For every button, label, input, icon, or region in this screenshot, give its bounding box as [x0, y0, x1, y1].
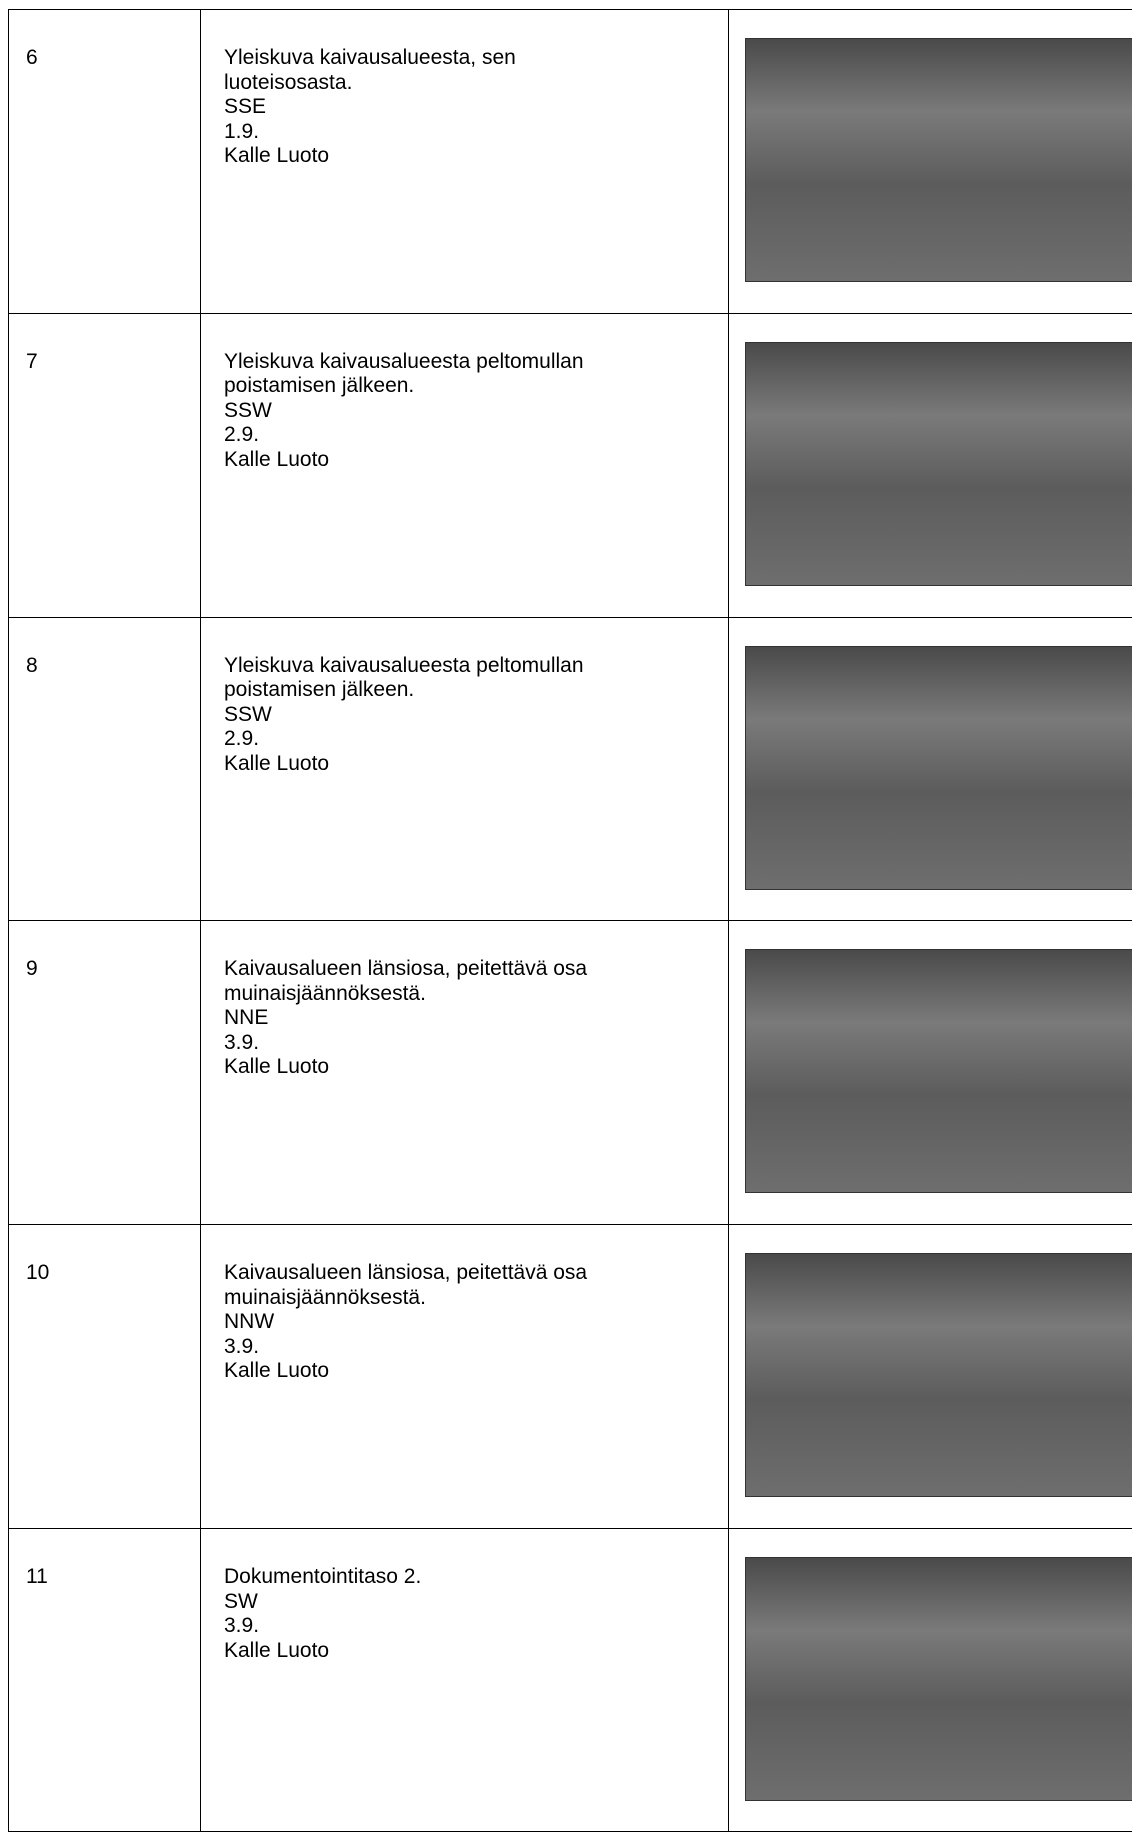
description-line: Yleiskuva kaivausalueesta peltomullan — [224, 653, 584, 677]
description-line: Dokumentointitaso 2. — [224, 1565, 422, 1588]
description-line: SSW — [224, 702, 272, 726]
photo-number: 6 — [8, 10, 201, 313]
photo-cell — [728, 921, 1132, 1225]
description-line: Kaivausalueen länsiosa, peitettävä osa — [224, 1261, 588, 1285]
description-line: Kaivausalueen länsiosa, peitettävä osa — [224, 957, 588, 981]
description-line: 3.9. — [224, 1030, 260, 1054]
description-line: Kalle Luoto — [224, 144, 330, 167]
photo-description: Yleiskuva kaivausalueesta peltomullan poi… — [200, 313, 728, 617]
description-line: muinaisjäännöksestä. — [224, 981, 426, 1005]
description-line: NNW — [224, 1310, 275, 1334]
photo-table: 6 Yleiskuva kaivausalueesta, sen luoteisos… — [8, 9, 1132, 1832]
photo-cell — [728, 10, 1132, 313]
photo — [745, 645, 1132, 890]
description-line: SSE — [224, 95, 267, 118]
description-line: Kalle Luoto — [224, 1638, 330, 1662]
description-line: Yleiskuva kaivausalueesta peltomullan — [224, 349, 584, 373]
photo — [745, 1253, 1132, 1498]
photo-cell — [728, 617, 1132, 921]
photo-number: 10 — [8, 1225, 201, 1529]
table-row: 11 Dokumentointitaso 2. SW 3.9. Kalle Luoto — [8, 1528, 1132, 1832]
description-line: Kalle Luoto — [224, 1055, 330, 1079]
table-row: 10 Kaivausalueen länsiosa, peitettävä osa… — [8, 1224, 1132, 1529]
description-line: poistamisen jälkeen. — [224, 678, 415, 702]
photo — [745, 341, 1132, 586]
description-line: Kalle Luoto — [224, 751, 330, 775]
photo — [745, 949, 1132, 1194]
photo-number: 8 — [8, 617, 201, 921]
photo-description: Yleiskuva kaivausalueesta, sen luoteisosa… — [200, 10, 728, 313]
photo-description: Dokumentointitaso 2. SW 3.9. Kalle Luoto — [200, 1529, 728, 1831]
description-line: Kalle Luoto — [224, 447, 330, 471]
photo-number: 11 — [8, 1529, 201, 1831]
description-line: 2.9. — [224, 727, 260, 751]
description-line: poistamisen jälkeen. — [224, 374, 415, 398]
photo-cell — [728, 1529, 1132, 1831]
photo-cell — [728, 1225, 1132, 1529]
table-row: 7 Yleiskuva kaivausalueesta peltomullan po… — [8, 312, 1132, 617]
description-line: 2.9. — [224, 423, 260, 447]
description-line: SSW — [224, 398, 272, 422]
table-row: 9 Kaivausalueen länsiosa, peitettävä osa m… — [8, 920, 1132, 1225]
description-line: 1.9. — [224, 119, 260, 143]
table-row: 6 Yleiskuva kaivausalueesta, sen luoteisos… — [8, 9, 1132, 313]
photo-number: 9 — [8, 921, 201, 1225]
photo-description: Yleiskuva kaivausalueesta peltomullan poi… — [200, 617, 728, 921]
photo-description: Kaivausalueen länsiosa, peitettävä osa mu… — [200, 1225, 728, 1529]
photo-number: 7 — [8, 313, 201, 617]
description-line: Yleiskuva kaivausalueesta, sen — [224, 46, 516, 69]
description-line: 3.9. — [224, 1334, 260, 1358]
table-row: 8 Yleiskuva kaivausalueesta peltomullan po… — [8, 616, 1132, 921]
description-line: Kalle Luoto — [224, 1359, 330, 1383]
photo — [745, 38, 1132, 282]
photo-description: Kaivausalueen länsiosa, peitettävä osa mu… — [200, 921, 728, 1225]
description-line: 3.9. — [224, 1614, 260, 1637]
photo — [745, 1557, 1132, 1801]
description-line: NNE — [224, 1006, 269, 1030]
description-line: luoteisosasta. — [224, 70, 353, 94]
description-line: SW — [224, 1589, 258, 1613]
photo-cell — [728, 313, 1132, 617]
description-line: muinaisjäännöksestä. — [224, 1285, 426, 1309]
